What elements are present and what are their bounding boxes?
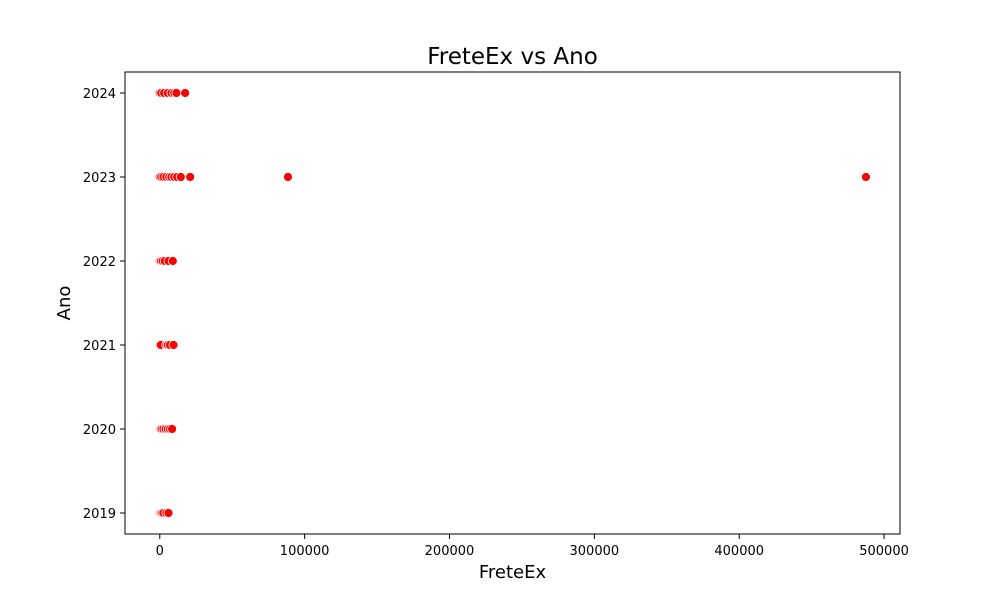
x-tick-label: 0 — [156, 544, 164, 559]
data-point — [171, 88, 182, 98]
y-axis-title: Ano — [54, 286, 75, 321]
data-point — [167, 424, 177, 434]
y-tick-label: 2021 — [83, 339, 116, 354]
x-axis-title: FreteEx — [479, 562, 547, 583]
x-axis: 0 100000 200000 300000 400000 500000 — [156, 534, 909, 559]
scatter-points — [154, 88, 871, 518]
x-tick-label: 300000 — [570, 544, 620, 559]
chart-title: FreteEx vs Ano — [427, 44, 598, 70]
y-tick-label: 2023 — [83, 171, 116, 186]
data-point — [180, 88, 191, 98]
x-tick-label: 500000 — [859, 544, 909, 559]
x-tick-label: 400000 — [714, 544, 764, 559]
x-tick-label: 200000 — [425, 544, 475, 559]
y-tick-label: 2022 — [83, 255, 116, 270]
data-point — [185, 172, 196, 182]
y-axis: 2019 2020 2021 2022 2023 2024 — [83, 87, 125, 522]
plot-area-frame — [124, 71, 901, 535]
data-point — [167, 256, 178, 266]
data-point — [861, 172, 871, 182]
y-tick-label: 2019 — [83, 507, 116, 522]
data-point — [168, 340, 179, 350]
data-point — [175, 172, 186, 182]
data-point — [283, 172, 293, 182]
data-point — [163, 508, 174, 518]
y-tick-label: 2024 — [83, 87, 116, 102]
y-tick-label: 2020 — [83, 423, 116, 438]
x-tick-label: 100000 — [280, 544, 330, 559]
